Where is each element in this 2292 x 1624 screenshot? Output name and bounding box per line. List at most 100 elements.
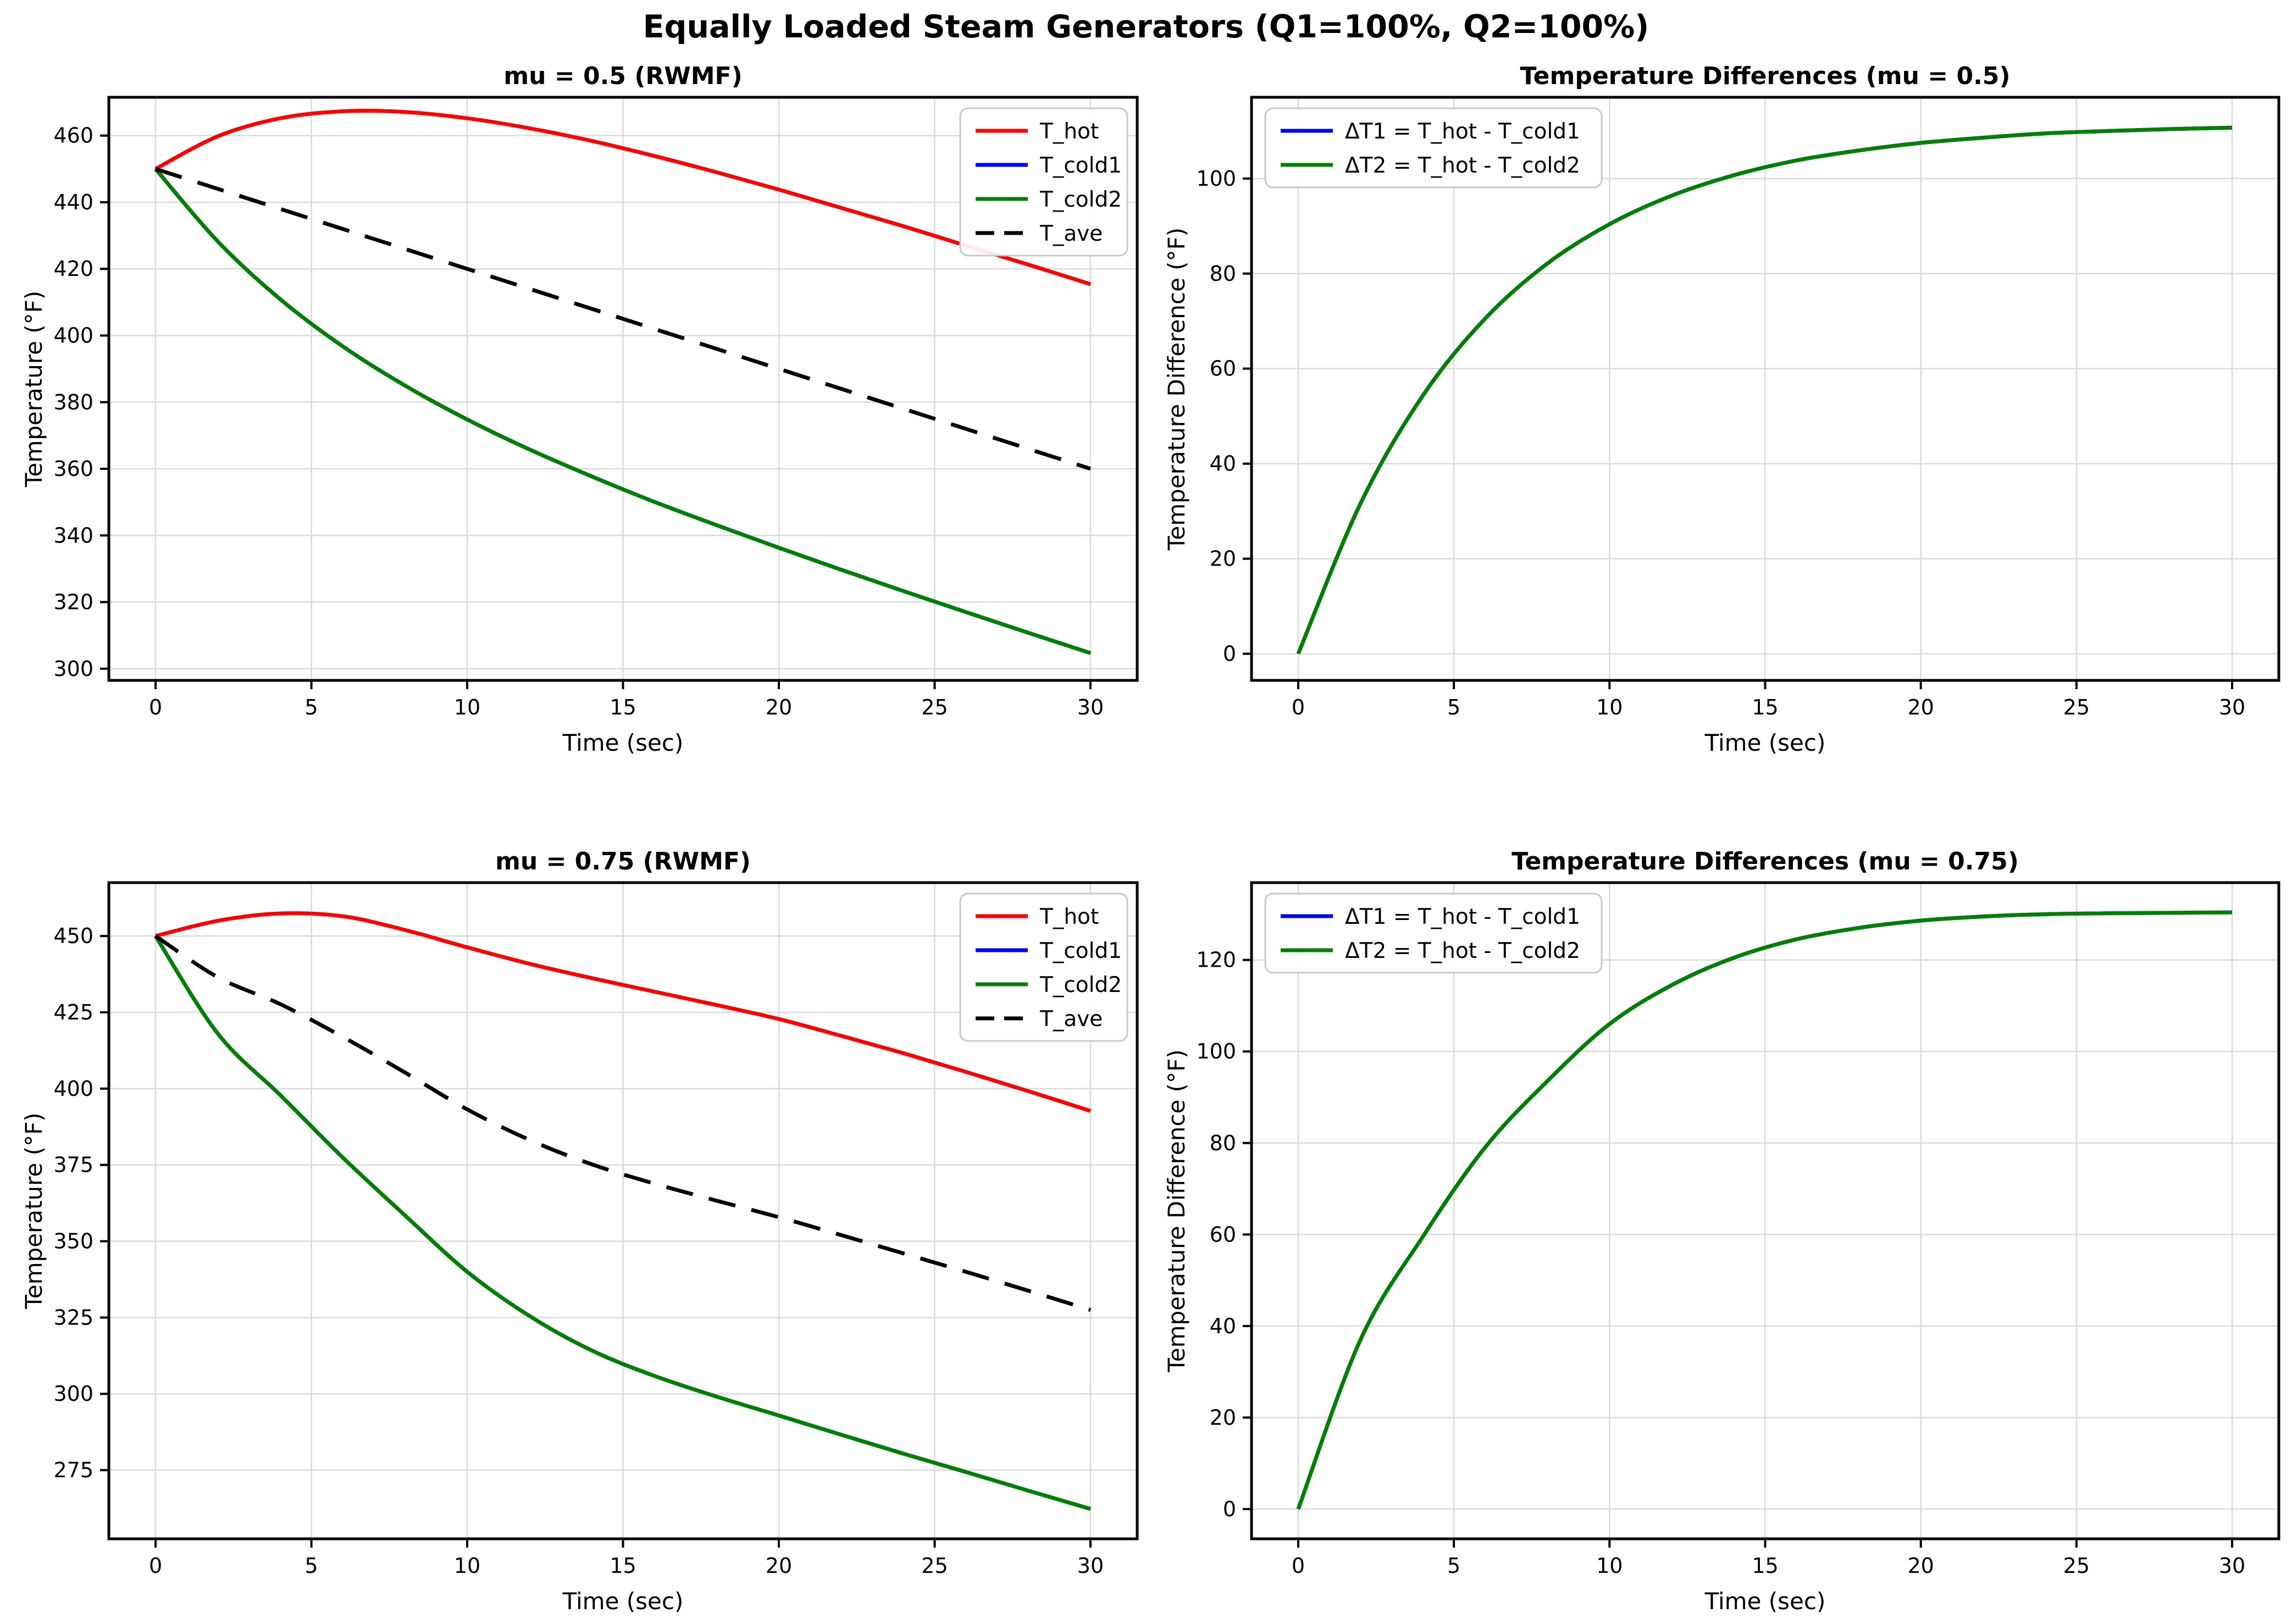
y-tick-label: 40 xyxy=(1210,1314,1236,1338)
y-tick-label: 340 xyxy=(53,523,93,547)
x-tick-label: 0 xyxy=(1292,1554,1305,1578)
y-tick-label: 425 xyxy=(53,1000,93,1024)
y-axis-label: Temperature Difference (°F) xyxy=(1163,228,1190,551)
x-tick-label: 5 xyxy=(305,1554,318,1578)
legend-label: ΔT2 = T_hot - T_cold2 xyxy=(1345,153,1580,178)
x-tick-label: 30 xyxy=(2219,695,2245,719)
subplot-temps-mu-0p5: 0 5 10 15 20 25 30 300 320 340 360 380 400 420 440 460 m… xyxy=(20,62,1139,756)
x-tick-label: 10 xyxy=(454,695,480,719)
legend-label: T_ave xyxy=(1039,221,1103,246)
y-tick-label: 460 xyxy=(53,124,93,148)
legend-label: ΔT1 = T_hot - T_cold1 xyxy=(1345,119,1580,144)
y-tick-label: 320 xyxy=(53,590,93,614)
y-tick-label: 420 xyxy=(53,257,93,281)
y-tick-label: 400 xyxy=(53,1077,93,1101)
x-tick-label: 5 xyxy=(305,695,318,719)
x-tick-label: 5 xyxy=(1447,695,1460,719)
y-tick-label: 80 xyxy=(1210,1131,1236,1155)
legend-label: ΔT1 = T_hot - T_cold1 xyxy=(1345,905,1580,929)
y-tick-label: 60 xyxy=(1210,1222,1236,1246)
x-tick-label: 25 xyxy=(2063,695,2090,719)
x-axis-label: Time (sec) xyxy=(1704,729,1826,756)
subplot-title: mu = 0.5 (RWMF) xyxy=(503,62,742,90)
x-axis-label: Time (sec) xyxy=(562,729,684,756)
x-tick-label: 15 xyxy=(1752,1554,1778,1578)
y-tick-label: 375 xyxy=(53,1153,93,1177)
y-tick-label: 20 xyxy=(1210,1405,1236,1429)
legend: ΔT1 = T_hot - T_cold1 ΔT2 = T_hot - T_col… xyxy=(1264,107,1603,189)
legend-label: T_cold1 xyxy=(1039,939,1122,963)
x-tick-label: 5 xyxy=(1447,1554,1460,1578)
y-tick-label: 350 xyxy=(53,1229,93,1254)
x-tick-label: 20 xyxy=(766,695,792,719)
legend-label: ΔT2 = T_hot - T_cold2 xyxy=(1345,939,1580,963)
x-tick-label: 25 xyxy=(921,1554,948,1578)
y-axis-label: Temperature Difference (°F) xyxy=(1163,1049,1190,1372)
y-tick-label: 100 xyxy=(1196,167,1236,191)
y-tick-label: 100 xyxy=(1196,1039,1236,1063)
x-tick-label: 0 xyxy=(149,1554,162,1578)
y-tick-label: 40 xyxy=(1210,452,1236,476)
x-tick-label: 30 xyxy=(2219,1554,2245,1578)
x-tick-label: 10 xyxy=(454,1554,480,1578)
x-tick-label: 15 xyxy=(610,695,636,719)
series-T_cold2 xyxy=(154,935,1091,1511)
x-tick-label: 10 xyxy=(1596,695,1623,719)
legend-label: T_hot xyxy=(1039,905,1099,929)
y-axis-label: Temperature (°F) xyxy=(20,1112,47,1309)
x-tick-label: 15 xyxy=(1752,695,1778,719)
subplot-deltas-mu-0p5: 0 5 10 15 20 25 30 0 20 40 60 80 100 Temperature Diff… xyxy=(1163,62,2280,756)
x-tick-label: 20 xyxy=(1908,1554,1934,1578)
legend-label: T_cold2 xyxy=(1039,973,1122,997)
legend-label: T_hot xyxy=(1039,119,1099,144)
x-axis-label: Time (sec) xyxy=(1704,1588,1826,1615)
y-tick-label: 325 xyxy=(53,1305,93,1329)
legend-box xyxy=(1264,893,1603,974)
subplot-title: Temperature Differences (mu = 0.75) xyxy=(1512,847,2019,875)
x-axis-label: Time (sec) xyxy=(562,1588,684,1615)
subplot-deltas-mu-0p75: 0 5 10 15 20 25 30 0 20 40 60 80 100 120 Temperature D… xyxy=(1163,847,2280,1615)
legend: T_hot T_cold1 T_cold2 T_ave xyxy=(959,893,1128,1042)
subplot-temps-mu-0p75: 0 5 10 15 20 25 30 275 300 325 350 375 400 425 450 mu =… xyxy=(20,847,1139,1615)
y-tick-label: 275 xyxy=(53,1458,93,1482)
x-tick-label: 20 xyxy=(766,1554,792,1578)
series-T_ave xyxy=(154,167,1092,471)
y-tick-label: 60 xyxy=(1210,357,1236,381)
y-tick-label: 0 xyxy=(1223,642,1236,666)
series-T_hot xyxy=(154,108,1092,286)
x-tick-label: 10 xyxy=(1596,1554,1623,1578)
y-tick-label: 360 xyxy=(53,457,93,481)
y-tick-label: 400 xyxy=(53,323,93,347)
y-tick-label: 20 xyxy=(1210,547,1236,571)
y-tick-label: 440 xyxy=(53,190,93,214)
series-T_ave xyxy=(154,934,1092,1312)
x-tick-label: 25 xyxy=(2063,1554,2090,1578)
x-tick-label: 0 xyxy=(1292,695,1305,719)
subplot-title: mu = 0.75 (RWMF) xyxy=(495,847,751,875)
y-axis-label: Temperature (°F) xyxy=(20,291,47,487)
x-tick-label: 15 xyxy=(610,1554,636,1578)
y-tick-label: 80 xyxy=(1210,262,1236,286)
legend-box xyxy=(959,893,1128,1042)
y-tick-label: 300 xyxy=(53,1382,93,1406)
x-tick-label: 25 xyxy=(921,695,948,719)
series-ΔT2 xyxy=(1296,910,2233,1510)
legend-label: T_cold2 xyxy=(1039,187,1122,212)
legend: T_hot T_cold1 T_cold2 T_ave xyxy=(959,107,1128,257)
y-tick-label: 0 xyxy=(1223,1497,1236,1521)
legend-box xyxy=(959,107,1128,257)
series-ΔT2 xyxy=(1296,125,2233,655)
y-tick-label: 120 xyxy=(1196,948,1236,972)
x-tick-label: 0 xyxy=(149,695,162,719)
y-tick-label: 450 xyxy=(53,924,93,948)
y-tick-label: 380 xyxy=(53,390,93,414)
subplot-title: Temperature Differences (mu = 0.5) xyxy=(1520,62,2010,90)
y-tick-label: 300 xyxy=(53,657,93,681)
x-tick-label: 20 xyxy=(1908,695,1934,719)
legend-box xyxy=(1264,107,1603,189)
legend-label: T_cold1 xyxy=(1039,153,1122,178)
x-tick-label: 30 xyxy=(1077,695,1104,719)
legend: ΔT1 = T_hot - T_cold1 ΔT2 = T_hot - T_col… xyxy=(1264,893,1603,974)
series-T_hot xyxy=(155,911,1092,1113)
